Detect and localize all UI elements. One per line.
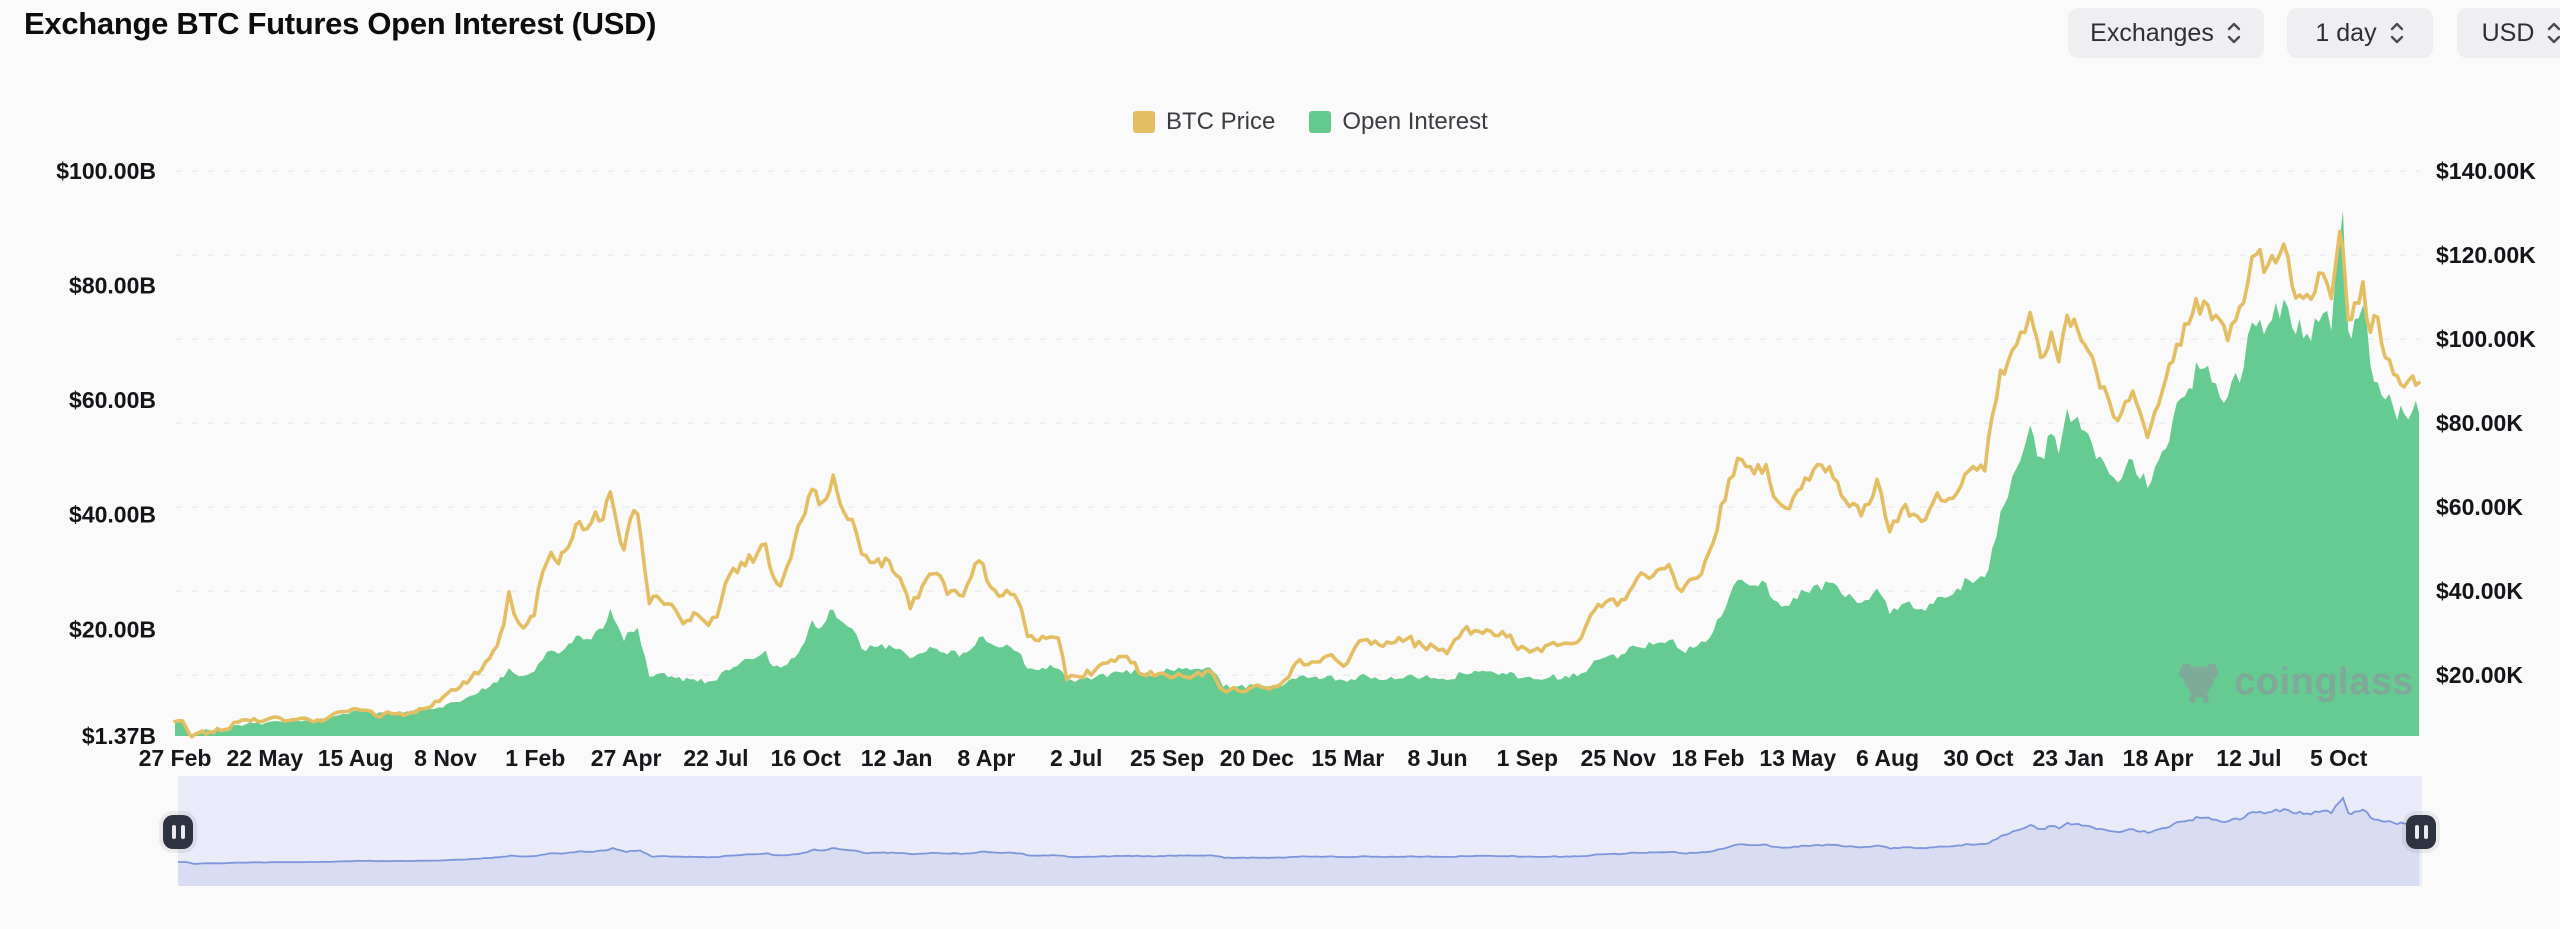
y-right-tick-label: $60.00K [2436,494,2523,520]
x-tick-label: 8 Nov [414,745,477,771]
y-right-tick-label: $140.00K [2436,158,2536,184]
x-tick-label: 25 Nov [1580,745,1656,771]
exchanges-select-label: Exchanges [2090,18,2214,47]
x-tick-label: 15 Mar [1311,745,1384,771]
watermark-text: coinglass [2234,660,2414,703]
gridlines [175,170,2419,676]
y-right-tick-label: $40.00K [2436,578,2523,604]
open-interest-area [175,210,2419,736]
y-left-tick-label: $20.00B [69,616,156,642]
y-left-tick-label: $80.00B [69,273,156,299]
x-tick-label: 23 Jan [2032,745,2104,771]
x-tick-label: 12 Jul [2216,745,2281,771]
watermark: coinglass [2176,658,2414,706]
range-navigator[interactable] [178,776,2422,886]
x-tick-label: 18 Feb [1672,745,1745,771]
x-tick-label: 8 Jun [1407,745,1467,771]
x-tick-label: 22 May [226,745,303,771]
x-tick-label: 25 Sep [1130,745,1204,771]
interval-select[interactable]: 1 day [2287,8,2433,58]
x-tick-label: 16 Oct [771,745,842,771]
y-right-tick-label: $80.00K [2436,410,2523,436]
legend-label: BTC Price [1166,108,1276,135]
x-axis-labels: 27 Feb 22 May 15 Aug 8 Nov 1 Feb 27 Apr 22 Jul… [139,745,2368,771]
x-tick-label: 27 Apr [591,745,662,771]
x-tick-label: 12 Jan [861,745,933,771]
legend-item-btc-price[interactable]: BTC Price [1133,108,1275,136]
x-tick-label: 22 Jul [683,745,748,771]
currency-select[interactable]: USD [2457,8,2560,58]
interval-select-label: 1 day [2315,18,2377,47]
y-axis-right-labels: $140.00K $120.00K $100.00K $80.00K $60.00K $4… [2436,158,2536,688]
navigator-left-handle[interactable] [163,815,193,849]
y-right-tick-label: $100.00K [2436,326,2536,352]
x-tick-label: 15 Aug [318,745,394,771]
x-tick-label: 20 Dec [1220,745,1294,771]
chevron-up-down-icon [2227,22,2241,44]
navigator-right-handle[interactable] [2406,815,2436,849]
page-title: Exchange BTC Futures Open Interest (USD) [24,6,657,41]
x-tick-label: 27 Feb [139,745,212,771]
y-left-tick-label: $60.00B [69,387,156,413]
chart-legend: BTC Price Open Interest [1133,108,1488,136]
btc-price-line [173,229,2421,739]
x-tick-label: 13 May [1759,745,1836,771]
x-tick-label: 30 Oct [1943,745,2014,771]
legend-label: Open Interest [1342,108,1488,135]
pause-bars-icon [2414,825,2419,839]
y-right-tick-label: $20.00K [2436,662,2523,688]
pause-bars-icon [171,825,176,839]
y-right-tick-label: $120.00K [2436,242,2536,268]
toolbar: Exchanges 1 day USD [0,8,2560,58]
open-interest-swatch-icon [1309,111,1332,133]
x-tick-label: 5 Oct [2310,745,2368,771]
exchanges-select[interactable]: Exchanges [2068,8,2264,58]
y-left-tick-label: $1.37B [82,723,156,749]
bull-mascot-icon [2179,663,2219,704]
chevron-up-down-icon [2548,22,2560,44]
btc-price-swatch-icon [1133,111,1155,133]
x-tick-label: 18 Apr [2123,745,2194,771]
currency-select-label: USD [2481,18,2535,47]
x-tick-label: 1 Feb [505,745,565,771]
chevron-up-down-icon [2390,22,2403,44]
legend-item-open-interest[interactable]: Open Interest [1309,108,1488,136]
x-tick-label: 6 Aug [1856,745,1919,771]
x-tick-label: 2 Jul [1050,745,1102,771]
x-tick-label: 8 Apr [957,745,1015,771]
y-left-tick-label: $40.00B [69,502,156,528]
y-left-tick-label: $100.00B [56,158,156,184]
y-axis-left-labels: $100.00B $80.00B $60.00B $40.00B $20.00B $1.3… [56,158,156,749]
x-tick-label: 1 Sep [1497,745,1558,771]
